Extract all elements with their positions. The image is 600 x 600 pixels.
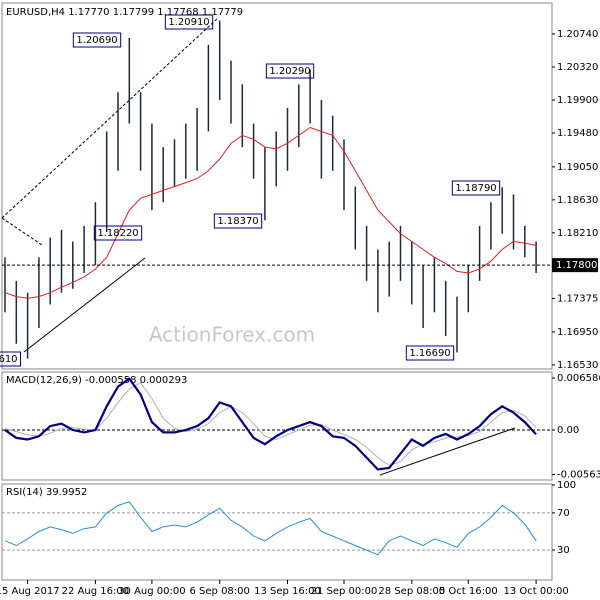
x-tick-label: 30 Aug 00:00: [118, 586, 185, 597]
annotation-box: [213, 213, 263, 229]
x-tick-label: 5 Oct 16:00: [439, 586, 498, 597]
rsi-line: [4, 501, 537, 556]
rsi-panel: [1, 483, 553, 581]
annotation-box: [72, 32, 122, 48]
annotation-box: [405, 345, 455, 361]
price-annotation: 1.16690: [409, 348, 450, 359]
trend-line: [1, 217, 43, 246]
price-annotation: 610: [0, 354, 18, 365]
y-tick-label: 1.19480: [557, 128, 598, 139]
y-tick-label: 1.20740: [557, 29, 598, 40]
x-tick-label: 6 Sep 08:00: [190, 586, 250, 597]
x-tick-label: 13 Oct 00:00: [503, 586, 568, 597]
trend-line: [379, 427, 516, 476]
x-tick-label: 13 Sep 16:00: [254, 586, 321, 597]
y-tick-label: 1.16950: [557, 327, 598, 338]
panel-title: RSI(14) 39.9952: [6, 487, 87, 498]
trend-line: [1, 17, 219, 219]
macd-line: [4, 377, 537, 471]
trend-line: [23, 257, 146, 353]
y-tick-label: 1.19050: [557, 162, 598, 173]
watermark: ActionForex.com: [149, 323, 315, 347]
price-annotation: 1.20690: [76, 35, 117, 46]
annotation-box: [164, 14, 214, 30]
y-tick-label: 30: [557, 545, 570, 556]
macd-panel: [1, 371, 553, 481]
panel-title: EURUSD,H4 1.17770 1.17799 1.17768 1.1777…: [6, 7, 243, 18]
annotation-box: [265, 63, 315, 79]
panel-title: MACD(12,26,9) -0.000558 0.000293: [6, 375, 187, 386]
y-tick-label: 0.006586: [557, 373, 600, 384]
y-tick-label: 1.16530: [557, 360, 598, 371]
y-tick-label: 1.18210: [557, 228, 598, 239]
x-tick-label: 21 Sep 00:00: [311, 586, 378, 597]
price-panel: [1, 2, 553, 370]
price-annotation: 1.18790: [455, 183, 496, 194]
y-tick-label: 1.18630: [557, 195, 598, 206]
annotation-box: [0, 351, 22, 367]
x-tick-label: 15 Aug 2017: [0, 586, 60, 597]
y-tick-label: 1.20320: [557, 62, 598, 73]
x-tick-label: 22 Aug 16:00: [62, 586, 129, 597]
x-tick-label: 28 Sep 08:00: [378, 586, 445, 597]
annotation-box: [93, 225, 143, 241]
y-tick-label: 0.00: [557, 425, 579, 436]
macd-line: [4, 382, 537, 467]
last-price-box: [552, 258, 598, 273]
y-tick-label: 100: [557, 480, 576, 491]
y-tick-label: -0.005634: [557, 469, 600, 480]
price-annotation: 1.18370: [217, 216, 258, 227]
last-price-label: 1.17800: [556, 260, 597, 271]
y-tick-label: 1.17375: [557, 294, 598, 305]
y-tick-label: 1.19900: [557, 95, 598, 106]
price-annotation: 1.20290: [269, 66, 310, 77]
price-annotation: 1.20910: [168, 17, 209, 28]
annotation-box: [451, 180, 501, 196]
price-annotation: 1.18220: [97, 228, 138, 239]
y-tick-label: 70: [557, 508, 570, 519]
